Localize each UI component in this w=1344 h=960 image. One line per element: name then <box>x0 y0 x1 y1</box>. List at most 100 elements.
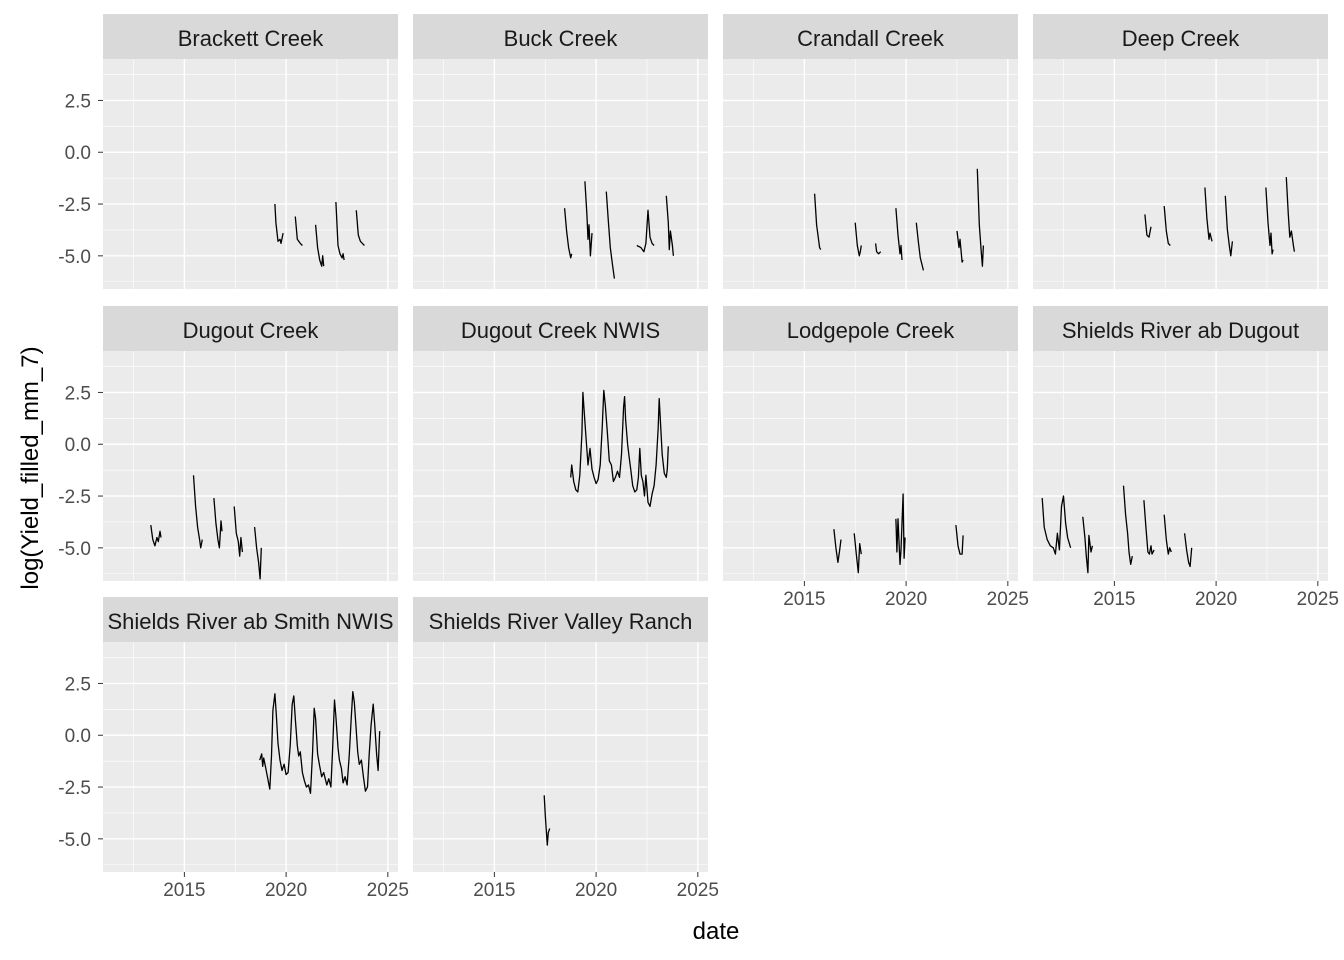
facet-strip-label: Buck Creek <box>504 26 619 51</box>
panel-background <box>103 351 398 581</box>
series-line <box>636 209 655 253</box>
series-line <box>895 208 903 261</box>
series-line <box>1082 516 1094 574</box>
facet-strip <box>413 306 708 351</box>
series-line <box>1122 485 1133 566</box>
series-line <box>1285 177 1296 252</box>
facet-strip-label: Deep Creek <box>1122 26 1240 51</box>
y-axis-title: log(Yield_filled_mm_7) <box>17 346 44 589</box>
panel-background <box>413 351 708 581</box>
facet-panel: Shields River ab Dugout 2015 2020 2025 <box>1033 306 1339 610</box>
facet-strip <box>103 597 398 642</box>
series-line <box>955 525 964 555</box>
facet-strip <box>413 14 708 59</box>
series-line <box>1143 500 1155 555</box>
series-line <box>895 493 906 566</box>
series-line <box>1163 514 1172 555</box>
facet-strip <box>1033 14 1328 59</box>
facet-panel: Buck Creek <box>413 14 708 289</box>
series-line <box>314 224 325 267</box>
x-tick-label: 2015 <box>473 880 515 901</box>
x-tick-label: 2020 <box>885 589 927 610</box>
facet-panel: Deep Creek <box>1033 14 1328 289</box>
facet-panel: Dugout Creek 2.5 0.0 -2.5 -5.0 <box>58 306 398 581</box>
facet-strip <box>103 14 398 59</box>
facet-strip-label: Shields River ab Smith NWIS <box>107 609 393 634</box>
series-line <box>570 389 669 508</box>
series-line <box>294 216 303 246</box>
series-line <box>233 506 244 557</box>
facet-strip-label: Dugout Creek NWIS <box>461 318 660 343</box>
facet-panels: Brackett Creek 2.5 0.0 -2.5 -5.0 Buck Creek Cr… <box>58 14 1339 901</box>
series-line <box>976 168 985 267</box>
series-line <box>150 525 162 547</box>
x-tick-label: 2020 <box>575 880 617 901</box>
series-line <box>1144 214 1152 238</box>
x-tick-label: 2020 <box>1195 589 1237 610</box>
series-line <box>355 210 365 246</box>
x-axis-title: date <box>693 918 740 945</box>
series-line <box>853 533 862 574</box>
facet-panel: Shields River Valley Ranch 2015 2020 2025 <box>413 597 719 901</box>
y-tick-label: 0.0 <box>65 143 91 164</box>
series-line <box>584 181 593 257</box>
facet-strip <box>723 306 1018 351</box>
facet-strip-label: Lodgepole Creek <box>787 318 956 343</box>
panel-background <box>723 351 1018 581</box>
panel-background <box>413 642 708 872</box>
series-line <box>915 222 925 271</box>
facet-panel: Dugout Creek NWIS <box>413 306 708 581</box>
series-line <box>1041 495 1072 555</box>
series-line <box>956 230 964 263</box>
panel-background <box>723 59 1018 289</box>
facet-strip-label: Dugout Creek <box>183 318 320 343</box>
series-line <box>665 195 675 256</box>
series-line <box>192 475 203 549</box>
facet-panel: Brackett Creek 2.5 0.0 -2.5 -5.0 <box>58 14 398 289</box>
series-line <box>833 529 842 564</box>
y-tick-label: 2.5 <box>65 383 91 404</box>
x-tick-label: 2025 <box>987 589 1029 610</box>
facet-strip <box>103 306 398 351</box>
y-tick-label: -5.0 <box>58 247 91 268</box>
y-tick-label: -5.0 <box>58 830 91 851</box>
x-tick-label: 2025 <box>1297 589 1339 610</box>
panel-background <box>103 642 398 872</box>
y-tick-label: 2.5 <box>65 674 91 695</box>
series-line <box>854 222 862 257</box>
series-line <box>213 498 223 549</box>
y-tick-label: -2.5 <box>58 195 91 216</box>
series-line <box>259 691 381 794</box>
facet-strip-label: Brackett Creek <box>178 26 324 51</box>
panel-background <box>1033 59 1328 289</box>
facet-panel: Shields River ab Smith NWIS 2.5 0.0 -2.5 -5.… <box>58 597 409 901</box>
facet-strip <box>1033 306 1328 351</box>
series-line <box>335 201 345 261</box>
series-line <box>1224 195 1234 257</box>
y-tick-label: -2.5 <box>58 487 91 508</box>
x-tick-label: 2015 <box>783 589 825 610</box>
series-line <box>1265 187 1274 255</box>
y-tick-label: 0.0 <box>65 435 91 456</box>
series-line <box>813 193 822 250</box>
facet-strip-label: Shields River Valley Ranch <box>429 609 693 634</box>
y-tick-label: -2.5 <box>58 778 91 799</box>
facet-strip <box>413 597 708 642</box>
x-tick-label: 2025 <box>367 880 409 901</box>
x-tick-label: 2025 <box>677 880 719 901</box>
x-tick-label: 2015 <box>163 880 205 901</box>
series-line <box>274 203 284 245</box>
facet-strip-label: Crandall Creek <box>797 26 945 51</box>
facet-panel: Lodgepole Creek 2015 2020 2025 <box>723 306 1029 610</box>
y-tick-label: -5.0 <box>58 539 91 560</box>
panel-background <box>413 59 708 289</box>
series-line <box>543 795 551 846</box>
facet-strip <box>723 14 1018 59</box>
panel-background <box>103 59 398 289</box>
facet-panel: Crandall Creek <box>723 14 1018 289</box>
series-line <box>605 191 616 279</box>
x-tick-label: 2020 <box>265 880 307 901</box>
series-line <box>253 527 262 580</box>
series-line <box>1163 206 1171 246</box>
